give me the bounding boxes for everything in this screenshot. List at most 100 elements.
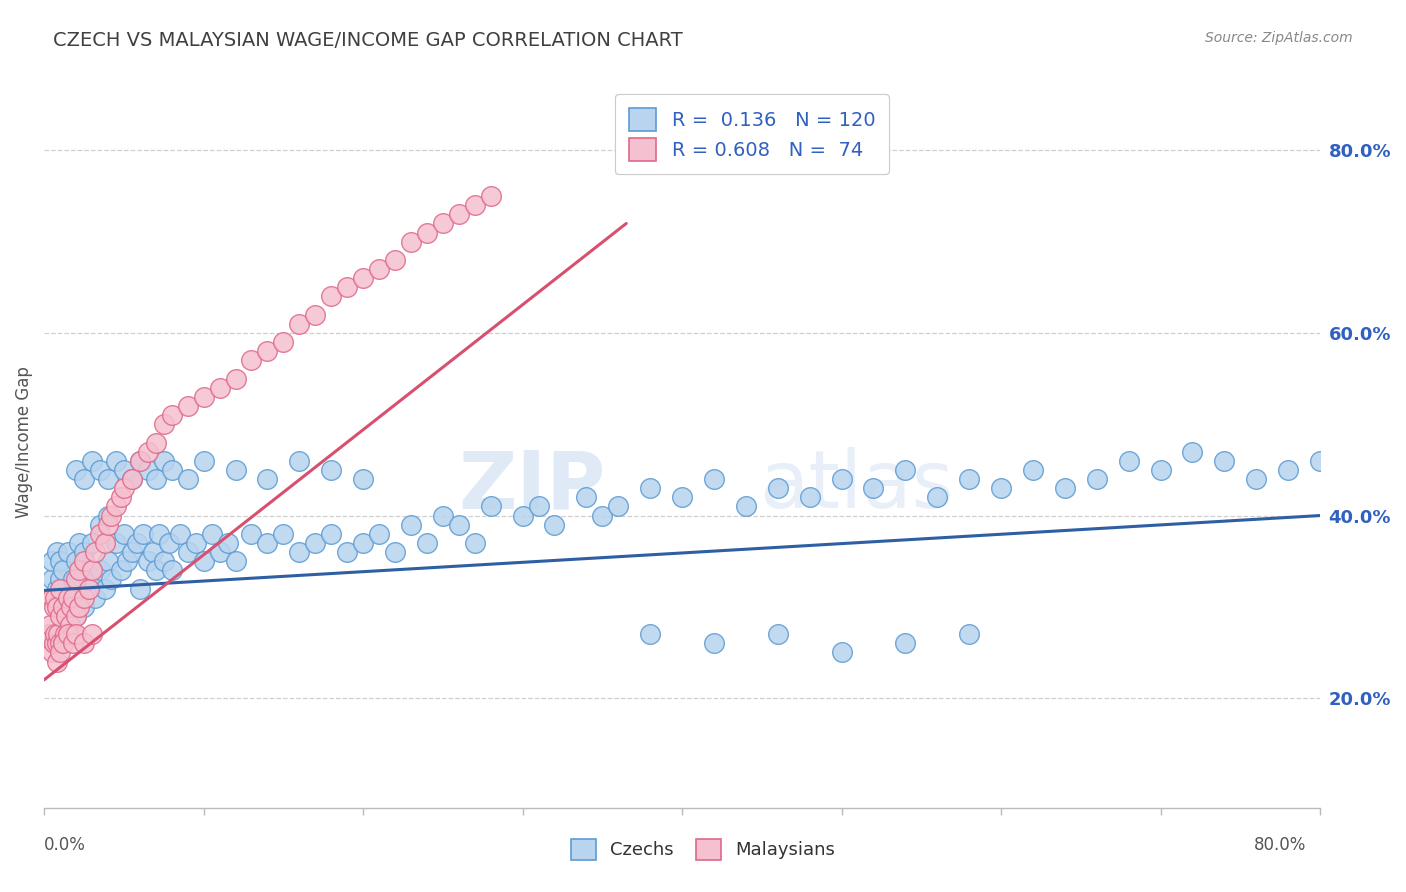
Point <box>703 636 725 650</box>
Point <box>45 636 67 650</box>
Point <box>97 554 120 568</box>
Point <box>352 472 374 486</box>
Point <box>77 582 100 596</box>
Point <box>121 472 143 486</box>
Point <box>38 627 60 641</box>
Point <box>479 500 502 514</box>
Y-axis label: Wage/Income Gap: Wage/Income Gap <box>15 367 32 518</box>
Point <box>100 508 122 523</box>
Point <box>288 454 311 468</box>
Point <box>1118 454 1140 468</box>
Point <box>176 472 198 486</box>
Point <box>432 508 454 523</box>
Legend: Czechs, Malaysians: Czechs, Malaysians <box>564 831 842 867</box>
Point <box>304 308 326 322</box>
Point <box>831 472 853 486</box>
Point <box>145 563 167 577</box>
Point <box>89 463 111 477</box>
Point <box>152 454 174 468</box>
Point <box>671 491 693 505</box>
Point <box>104 500 127 514</box>
Point <box>44 627 66 641</box>
Point <box>67 599 90 614</box>
Point <box>321 289 343 303</box>
Point <box>44 591 66 605</box>
Point <box>1022 463 1045 477</box>
Point <box>273 526 295 541</box>
Point <box>112 463 135 477</box>
Point <box>169 526 191 541</box>
Point <box>148 526 170 541</box>
Point <box>464 536 486 550</box>
Point <box>1244 472 1267 486</box>
Point <box>52 563 75 577</box>
Point <box>368 262 391 277</box>
Point <box>112 526 135 541</box>
Point <box>41 591 63 605</box>
Point <box>136 444 159 458</box>
Point <box>84 545 107 559</box>
Point <box>160 463 183 477</box>
Point <box>80 536 103 550</box>
Point <box>208 545 231 559</box>
Point <box>49 645 72 659</box>
Point <box>110 563 132 577</box>
Point <box>41 645 63 659</box>
Point <box>208 381 231 395</box>
Point <box>512 508 534 523</box>
Point <box>100 573 122 587</box>
Point <box>399 517 422 532</box>
Point <box>65 554 87 568</box>
Point <box>136 463 159 477</box>
Point <box>240 526 263 541</box>
Point <box>49 582 72 596</box>
Point <box>110 491 132 505</box>
Point <box>80 627 103 641</box>
Point <box>352 536 374 550</box>
Point <box>1309 454 1331 468</box>
Point <box>193 554 215 568</box>
Point <box>49 554 72 568</box>
Point <box>862 481 884 495</box>
Point <box>93 536 115 550</box>
Point <box>136 554 159 568</box>
Point <box>73 636 96 650</box>
Point <box>193 454 215 468</box>
Point <box>288 317 311 331</box>
Point <box>55 609 77 624</box>
Point <box>152 417 174 432</box>
Point <box>432 217 454 231</box>
Text: 80.0%: 80.0% <box>1254 836 1306 854</box>
Point <box>73 591 96 605</box>
Point <box>60 599 83 614</box>
Point <box>766 481 789 495</box>
Point <box>256 344 278 359</box>
Point <box>142 545 165 559</box>
Point <box>42 599 65 614</box>
Legend: R =  0.136   N = 120, R = 0.608   N =  74: R = 0.136 N = 120, R = 0.608 N = 74 <box>616 95 889 174</box>
Point <box>62 591 84 605</box>
Point <box>416 226 439 240</box>
Point <box>89 526 111 541</box>
Point <box>41 554 63 568</box>
Point <box>39 618 62 632</box>
Point <box>384 545 406 559</box>
Text: Source: ZipAtlas.com: Source: ZipAtlas.com <box>1205 31 1353 45</box>
Point <box>479 189 502 203</box>
Point <box>53 627 76 641</box>
Point <box>128 582 150 596</box>
Point <box>80 573 103 587</box>
Point <box>160 408 183 422</box>
Point <box>527 500 550 514</box>
Point <box>65 573 87 587</box>
Point <box>97 508 120 523</box>
Point <box>336 545 359 559</box>
Point <box>160 563 183 577</box>
Point <box>115 554 138 568</box>
Point <box>957 627 980 641</box>
Text: CZECH VS MALAYSIAN WAGE/INCOME GAP CORRELATION CHART: CZECH VS MALAYSIAN WAGE/INCOME GAP CORRE… <box>53 31 683 50</box>
Point <box>125 536 148 550</box>
Point <box>56 545 79 559</box>
Point <box>128 454 150 468</box>
Point <box>927 491 949 505</box>
